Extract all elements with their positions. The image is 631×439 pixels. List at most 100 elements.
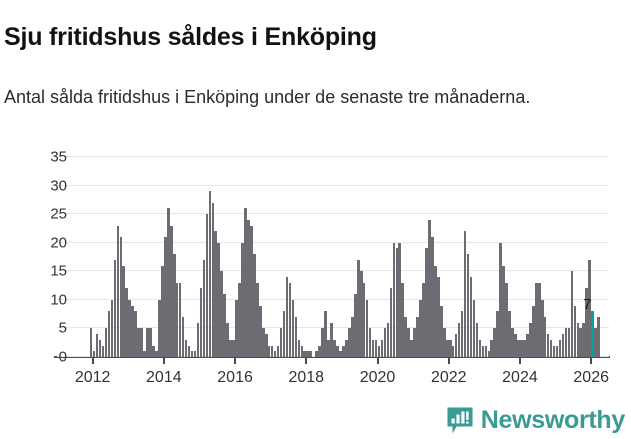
bar[interactable] [579, 328, 583, 357]
bar[interactable] [573, 305, 577, 357]
bar[interactable] [345, 339, 348, 357]
bar[interactable] [383, 328, 387, 357]
bar[interactable] [321, 328, 324, 357]
bar[interactable] [149, 328, 152, 357]
bar[interactable] [291, 299, 295, 357]
bar[interactable] [164, 237, 167, 357]
bar[interactable] [463, 231, 467, 357]
bar[interactable] [211, 202, 215, 357]
bar[interactable] [546, 334, 550, 357]
bar[interactable] [493, 328, 497, 357]
bar[interactable] [350, 317, 354, 357]
bar[interactable] [437, 277, 440, 357]
bar[interactable] [475, 322, 479, 357]
bar[interactable] [434, 265, 437, 357]
bar[interactable] [597, 317, 600, 357]
bar[interactable] [101, 345, 105, 357]
bar[interactable] [267, 345, 271, 357]
bar[interactable] [502, 265, 505, 357]
bar[interactable] [261, 328, 265, 357]
bar[interactable] [454, 334, 458, 357]
bar[interactable] [330, 322, 333, 357]
bar[interactable] [484, 345, 488, 357]
bar[interactable] [300, 345, 304, 357]
bar[interactable] [392, 242, 396, 357]
bar[interactable] [244, 208, 247, 357]
bar[interactable] [377, 345, 381, 357]
bar[interactable] [395, 248, 399, 357]
bar[interactable] [119, 237, 123, 357]
bar[interactable] [285, 277, 289, 357]
bar[interactable] [451, 345, 455, 357]
bar[interactable] [564, 328, 568, 357]
bar[interactable] [365, 299, 369, 357]
bar[interactable] [422, 282, 425, 357]
bar[interactable] [496, 311, 499, 357]
bar[interactable] [220, 271, 223, 357]
bar[interactable] [534, 282, 538, 357]
bar[interactable] [256, 282, 259, 357]
bar[interactable] [561, 334, 565, 357]
bar[interactable] [398, 242, 402, 357]
bar[interactable] [217, 242, 221, 357]
bar[interactable] [413, 328, 416, 357]
bar[interactable] [478, 339, 482, 357]
bar[interactable] [113, 259, 117, 357]
bar[interactable] [273, 351, 277, 357]
bar[interactable] [540, 299, 544, 357]
bar[interactable] [353, 294, 357, 357]
bar[interactable] [184, 339, 188, 357]
bar[interactable] [333, 339, 336, 357]
bar[interactable] [555, 345, 559, 357]
bar[interactable] [445, 339, 449, 357]
bar[interactable] [89, 328, 93, 357]
bar[interactable] [253, 254, 256, 357]
bar[interactable] [270, 345, 274, 357]
bar[interactable] [306, 351, 310, 357]
bar[interactable] [276, 345, 280, 357]
bar[interactable] [125, 288, 129, 357]
bar[interactable] [172, 254, 176, 357]
bar[interactable] [229, 339, 232, 357]
bar[interactable] [576, 322, 580, 357]
bar[interactable] [523, 339, 526, 357]
bar[interactable] [537, 282, 541, 357]
bar[interactable] [481, 345, 485, 357]
bar[interactable] [143, 351, 146, 357]
bar[interactable] [594, 328, 597, 357]
bar[interactable] [155, 351, 158, 357]
bar[interactable] [202, 259, 206, 357]
bar[interactable] [407, 328, 410, 357]
bar[interactable] [401, 282, 405, 357]
bar[interactable] [294, 317, 298, 357]
bar[interactable] [558, 339, 562, 357]
bar[interactable] [440, 305, 443, 357]
bar[interactable] [505, 282, 508, 357]
bar[interactable] [169, 225, 173, 357]
bar[interactable] [232, 339, 235, 357]
bar[interactable] [410, 339, 413, 357]
bar[interactable] [104, 328, 108, 357]
bar[interactable] [122, 265, 126, 357]
bar[interactable] [342, 345, 345, 357]
bar[interactable] [193, 351, 197, 357]
bar[interactable] [431, 237, 434, 357]
bar[interactable] [282, 311, 286, 357]
bar[interactable] [466, 254, 470, 357]
bar[interactable] [448, 339, 452, 357]
bar[interactable] [442, 328, 446, 357]
bar[interactable] [226, 322, 229, 357]
bar[interactable] [238, 282, 241, 357]
bar[interactable] [161, 265, 164, 357]
bar[interactable] [460, 311, 464, 357]
bar[interactable] [187, 345, 191, 357]
bar[interactable] [339, 351, 342, 357]
bar[interactable] [92, 351, 96, 357]
bar[interactable] [131, 305, 134, 357]
bar[interactable] [137, 328, 140, 357]
bar[interactable] [543, 317, 547, 357]
bar[interactable] [356, 259, 360, 357]
bar[interactable] [324, 311, 327, 357]
bar[interactable] [288, 282, 292, 357]
bar[interactable] [567, 328, 571, 357]
